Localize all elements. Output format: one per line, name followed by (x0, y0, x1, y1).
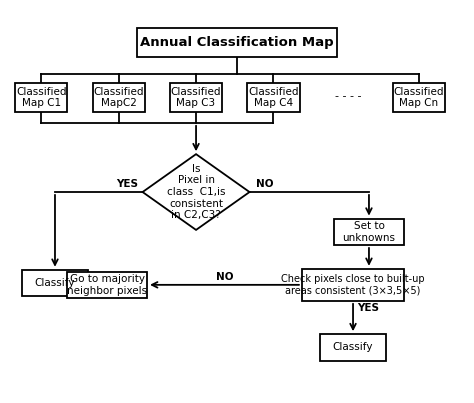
FancyBboxPatch shape (15, 83, 67, 112)
Text: NO: NO (256, 179, 274, 189)
Text: Classified
Map Cn: Classified Map Cn (394, 87, 444, 108)
FancyBboxPatch shape (67, 272, 147, 298)
Text: Classified
Map C4: Classified Map C4 (248, 87, 299, 108)
Text: Classified
Map C1: Classified Map C1 (16, 87, 66, 108)
Text: YES: YES (357, 303, 380, 313)
Text: NO: NO (216, 272, 233, 282)
Text: - - - -: - - - - (335, 91, 362, 101)
Text: Is
Pixel in
class  C1,is
consistent
in C2,C3?: Is Pixel in class C1,is consistent in C2… (167, 164, 225, 220)
FancyBboxPatch shape (137, 28, 337, 56)
FancyBboxPatch shape (334, 218, 404, 245)
FancyBboxPatch shape (22, 270, 88, 296)
Text: YES: YES (116, 179, 138, 189)
FancyBboxPatch shape (170, 83, 222, 112)
FancyBboxPatch shape (247, 83, 300, 112)
Polygon shape (143, 154, 249, 230)
FancyBboxPatch shape (302, 269, 404, 301)
Text: Classified
Map C3: Classified Map C3 (171, 87, 221, 108)
Text: Go to majority
neighbor pixels: Go to majority neighbor pixels (67, 274, 147, 296)
FancyBboxPatch shape (393, 83, 445, 112)
Text: Classified
MapC2: Classified MapC2 (93, 87, 144, 108)
FancyBboxPatch shape (92, 83, 145, 112)
Text: Check pixels close to built-up
areas consistent (3×3,5×5): Check pixels close to built-up areas con… (281, 274, 425, 296)
Text: Classify: Classify (333, 342, 374, 352)
FancyBboxPatch shape (320, 334, 386, 361)
Text: Set to
unknowns: Set to unknowns (342, 221, 395, 243)
Text: Classify: Classify (35, 278, 75, 288)
Text: Annual Classification Map: Annual Classification Map (140, 36, 334, 49)
